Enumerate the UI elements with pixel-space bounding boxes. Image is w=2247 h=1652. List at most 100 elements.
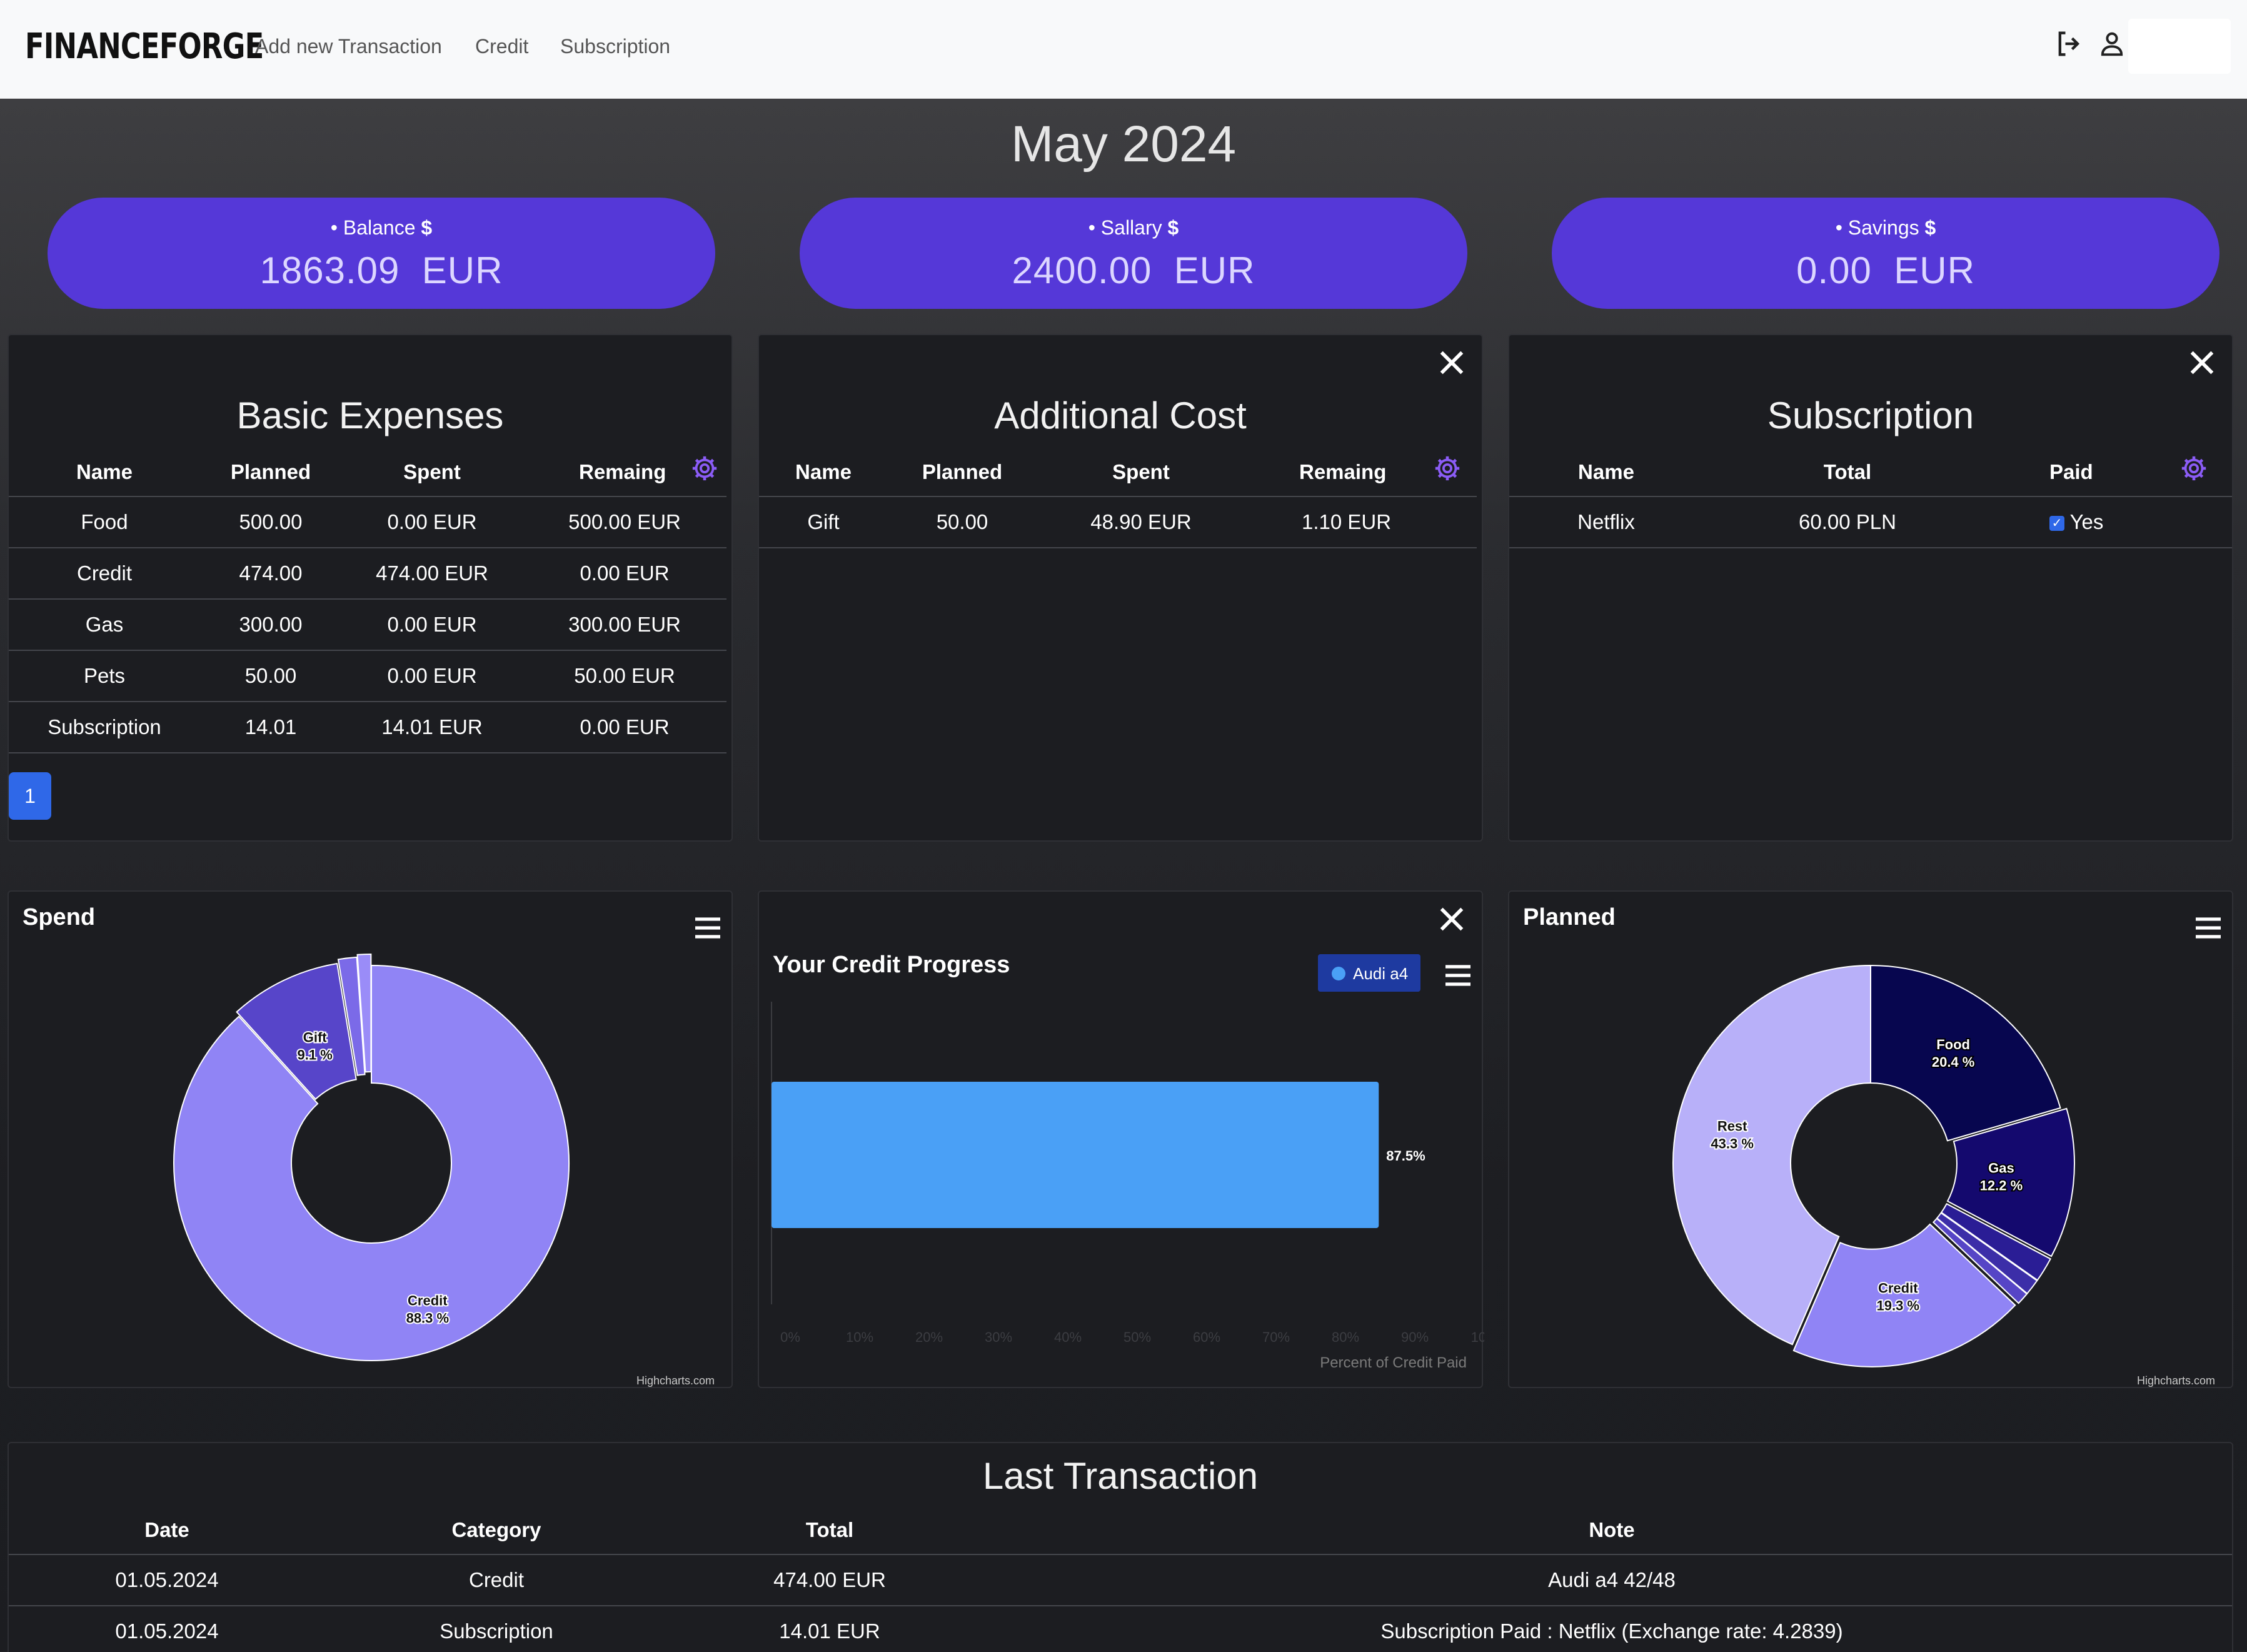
transaction-table: Date Category Total Note 01.05.2024 Credi… xyxy=(9,1506,2232,1652)
data-label: Gift 9.1 % xyxy=(298,1030,333,1063)
credit-chart-title: Your Credit Progress xyxy=(773,952,1010,978)
x-tick-label: 0% xyxy=(780,1329,800,1345)
col-spent: Spent xyxy=(403,460,461,483)
col-remaining: Remaing xyxy=(579,460,666,483)
pie-slice[interactable] xyxy=(173,964,570,1361)
highcharts-credit[interactable]: Highcharts.com xyxy=(636,1374,715,1387)
col-name: Name xyxy=(1578,460,1634,483)
col-note: Note xyxy=(1589,1518,1635,1541)
logout-icon[interactable] xyxy=(2053,28,2086,60)
basic-expenses-title: Basic Expenses xyxy=(236,395,504,436)
salary-value: 2400.00 EUR xyxy=(1012,249,1255,291)
pie-slice[interactable] xyxy=(1672,964,1871,1346)
col-total: Total xyxy=(805,1518,854,1541)
credit-progress-card: Your Credit Progress 0% 10% 20% 30% 40% 50% 60… xyxy=(758,890,1484,1388)
data-label: Food 20.4 % xyxy=(1932,1037,1975,1070)
x-tick-label: 80% xyxy=(1332,1329,1359,1345)
additional-cost-table: Name Planned Spent Remaing Gift 50.00 48.9… xyxy=(759,448,1477,548)
pie-slice[interactable] xyxy=(356,954,372,1073)
pie-slice[interactable] xyxy=(1946,1107,2075,1257)
month-title: May 2024 xyxy=(1010,116,1237,173)
additional-cost-title: Additional Cost xyxy=(994,395,1247,436)
col-remaining: Remaing xyxy=(1299,460,1387,483)
menu-icon[interactable] xyxy=(2193,915,2223,940)
menu-icon[interactable] xyxy=(1443,963,1473,988)
table-row: 01.05.2024 Credit 474.00 EUR Audi a4 42/48 xyxy=(9,1554,2232,1606)
col-planned: Planned xyxy=(922,460,1003,483)
legend-audi-a4[interactable]: Audi a4 xyxy=(1318,954,1420,992)
last-transaction-card: Last Transaction Date Category Total Not… xyxy=(8,1442,2233,1652)
pagination-page-1[interactable]: 1 xyxy=(9,772,51,820)
table-row: Netflix 60.00 PLN ✓ Yes xyxy=(1509,496,2232,548)
last-transaction-title: Last Transaction xyxy=(982,1455,1259,1497)
legend-dot-icon xyxy=(1332,967,1345,980)
paid-cell: ✓ Yes xyxy=(1992,496,2232,548)
x-tick-label: 20% xyxy=(915,1329,943,1345)
x-tick-label: 10% xyxy=(846,1329,873,1345)
pie-slice[interactable] xyxy=(337,956,366,1076)
highcharts-credit[interactable]: Highcharts.com xyxy=(2137,1374,2216,1387)
basic-expenses-table: Name Planned Spent Remaing Food 500.00 0.0… xyxy=(9,448,726,753)
user-menu-box[interactable] xyxy=(2128,19,2231,74)
salary-label: • Sallary $ xyxy=(1088,216,1179,239)
planned-chart-title: Planned xyxy=(1523,904,1616,930)
data-label: Credit 88.3 % xyxy=(406,1292,450,1326)
table-row: Food 500.00 0.00 EUR 500.00 EUR xyxy=(9,496,726,548)
nav-subscription[interactable]: Subscription xyxy=(560,35,671,58)
brand-logo[interactable]: FINANCEFORGE xyxy=(25,26,264,67)
spend-chart-title: Spend xyxy=(23,904,96,930)
dollar-icon: $ xyxy=(1167,216,1179,239)
gear-icon[interactable] xyxy=(2179,454,2208,483)
table-row: Pets 50.00 0.00 EUR 50.00 EUR xyxy=(9,650,726,702)
pie-slice[interactable] xyxy=(236,962,357,1100)
planned-donut-chart: Food 20.4 % Gas 12.2 % Credit 19.3 % Rest 43.3 … xyxy=(1672,964,2075,1367)
x-tick-label: 60% xyxy=(1193,1329,1220,1345)
user-icon[interactable] xyxy=(2096,28,2128,60)
basic-expenses-card: Basic Expenses Name Planned Spent Remain… xyxy=(8,334,733,842)
planned-chart-card: Planned Food 20.4 % Gas 12.2 % Credit 19.3 % R… xyxy=(1508,890,2233,1388)
col-name: Name xyxy=(795,460,852,483)
table-row: Subscription 14.01 14.01 EUR 0.00 EUR xyxy=(9,701,726,753)
col-total: Total xyxy=(1823,460,1872,483)
bar-value-label: 87.5% xyxy=(1386,1148,1425,1164)
pie-slice[interactable] xyxy=(1940,1202,2052,1281)
nav-add-transaction[interactable]: Add new Transaction xyxy=(255,35,442,58)
credit-bar-chart: 0% 10% 20% 30% 40% 50% 60% 70% 80% 90% 10... 87.5% xyxy=(771,1002,1484,1345)
data-label: Gas 12.2 % xyxy=(1980,1161,2023,1194)
data-label: Rest 43.3 % xyxy=(1711,1118,1754,1151)
col-name: Name xyxy=(76,460,133,483)
spend-chart-card: Spend Credit 88.3 % Gift 9.1 % Highcharts.c… xyxy=(8,890,733,1388)
menu-icon[interactable] xyxy=(693,915,723,940)
col-spent: Spent xyxy=(1112,460,1170,483)
nav-credit[interactable]: Credit xyxy=(475,35,529,58)
additional-cost-card: Additional Cost Name Planned Spent Remai… xyxy=(758,334,1483,842)
gear-icon[interactable] xyxy=(690,454,719,483)
dollar-icon: $ xyxy=(421,216,433,239)
spend-donut-chart: Credit 88.3 % Gift 9.1 % xyxy=(173,954,570,1361)
savings-card: • Savings $ 0.00 EUR xyxy=(1552,198,2219,309)
x-axis-label: Percent of Credit Paid xyxy=(1320,1354,1467,1371)
subscription-table: Name Total Paid Netflix 60.00 PLN ✓ Yes xyxy=(1509,448,2232,548)
col-category: Category xyxy=(451,1518,541,1541)
col-planned: Planned xyxy=(230,460,311,483)
pie-slice[interactable] xyxy=(1792,1223,2016,1367)
table-row: Gift 50.00 48.90 EUR 1.10 EUR xyxy=(759,496,1477,548)
close-icon[interactable] xyxy=(2184,345,2219,380)
dollar-icon: $ xyxy=(1924,216,1936,239)
gear-icon[interactable] xyxy=(1433,454,1462,483)
close-icon[interactable] xyxy=(1434,345,1469,380)
bar-audi-a4[interactable] xyxy=(772,1082,1379,1228)
balance-value: 1863.09 EUR xyxy=(259,249,503,291)
table-row: Credit 474.00 474.00 EUR 0.00 EUR xyxy=(9,547,726,599)
close-icon[interactable] xyxy=(1434,902,1469,937)
x-tick-label: 50% xyxy=(1124,1329,1151,1345)
paid-checkbox[interactable]: ✓ xyxy=(2049,516,2064,531)
x-tick-label: 70% xyxy=(1262,1329,1290,1345)
x-tick-label: 40% xyxy=(1054,1329,1082,1345)
pie-slice[interactable] xyxy=(1932,1217,2028,1304)
salary-card: • Sallary $ 2400.00 EUR xyxy=(800,198,1467,309)
pie-slice[interactable] xyxy=(1870,964,2061,1142)
data-label: Credit 19.3 % xyxy=(1877,1281,1920,1314)
x-tick-label: 30% xyxy=(985,1329,1012,1345)
table-row: 01.05.2024 Subscription 14.01 EUR Subscript… xyxy=(9,1605,2232,1652)
